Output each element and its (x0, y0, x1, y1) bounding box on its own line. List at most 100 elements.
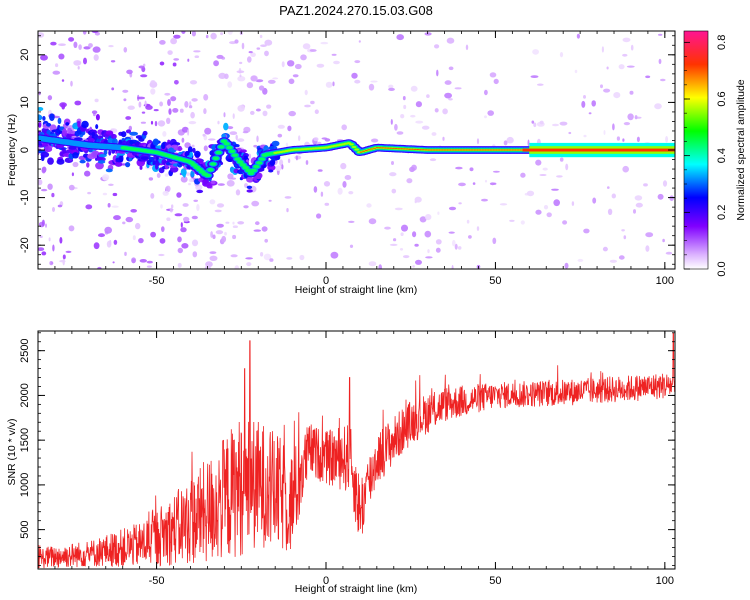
heatmap-cell (266, 104, 272, 109)
heatmap-cell (481, 149, 485, 151)
heatmap-cell (636, 136, 640, 142)
heatmap-cell (634, 115, 638, 120)
heatmap-cell (408, 148, 412, 150)
heatmap-cell (622, 53, 628, 57)
heatmap-cells (38, 31, 675, 269)
heatmap-cell (228, 149, 236, 154)
heatmap-cell (57, 117, 62, 125)
heatmap-cell (230, 254, 238, 258)
heatmap-cell (419, 216, 427, 223)
heatmap-cell (125, 116, 132, 120)
heatmap-cell (400, 148, 404, 150)
heatmap-cell (236, 138, 245, 142)
heatmap-cell (532, 49, 539, 55)
heatmap-cell (623, 235, 627, 240)
heatmap-cell (47, 157, 54, 165)
heatmap-cell (138, 65, 145, 69)
heatmap-cell (448, 231, 455, 234)
heatmap-cell (227, 31, 233, 35)
heatmap-cell (129, 131, 139, 136)
heatmap-cell (223, 112, 226, 118)
heatmap-cell (611, 193, 616, 199)
heatmap-cell (210, 180, 216, 185)
heatmap-cell (348, 220, 355, 223)
heatmap-cell (140, 121, 146, 124)
heatmap-cell (188, 105, 193, 109)
heatmap-cell (174, 80, 179, 85)
heatmap-cell (196, 189, 204, 194)
heatmap-cell (458, 182, 466, 187)
heatmap-cell (458, 202, 462, 205)
heatmap-cell (443, 149, 447, 151)
heatmap-cell (68, 225, 75, 232)
heatmap-cell (139, 165, 143, 170)
heatmap-cell (182, 171, 186, 178)
heatmap-cell (304, 89, 308, 96)
heatmap-cell (662, 238, 665, 243)
heatmap-cell (137, 96, 146, 100)
heatmap-cell (140, 156, 149, 160)
heatmap-cell (446, 149, 450, 151)
heatmap-cell (49, 261, 53, 266)
heatmap-cell (180, 227, 187, 233)
heatmap-cell (362, 150, 366, 152)
heatmap-cell (166, 217, 171, 221)
heatmap-cell (271, 140, 280, 147)
heatmap-cell (503, 149, 507, 151)
heatmap-cell (314, 109, 319, 114)
heatmap-cell (209, 255, 218, 261)
heatmap-cell (124, 251, 127, 256)
heatmap-cell (72, 152, 79, 159)
heatmap-cell (331, 53, 337, 56)
heatmap-cell (230, 177, 236, 180)
heatmap-cell (424, 32, 432, 36)
heatmap-cell (462, 149, 466, 151)
heatmap-cell (247, 56, 252, 63)
heatmap-cell (333, 60, 340, 65)
heatmap-cell (204, 127, 212, 135)
heatmap-cell (170, 37, 178, 45)
heatmap-cell (138, 238, 144, 244)
y-tick-label: 2500 (19, 338, 31, 362)
heatmap-cell (41, 188, 48, 192)
heatmap-cell (220, 32, 224, 36)
heatmap-cell (209, 199, 216, 205)
heatmap-cell (427, 249, 430, 254)
heatmap-cell (397, 148, 401, 150)
heatmap-cell (472, 182, 476, 185)
heatmap-cell (337, 187, 343, 195)
heatmap-cell (468, 235, 472, 239)
heatmap-cell (456, 149, 461, 151)
heatmap-cell (166, 117, 171, 125)
heatmap-cell (162, 131, 167, 137)
heatmap-cell (231, 153, 239, 157)
heatmap-cell (281, 61, 285, 68)
heatmap-cell (662, 180, 668, 187)
heatmap-cell (635, 202, 643, 208)
heatmap-cell (375, 147, 379, 149)
heatmap-cell (669, 195, 674, 201)
heatmap-cell (626, 65, 635, 68)
heatmap-cell (633, 209, 636, 214)
x-tick-label: -50 (149, 275, 165, 287)
colorbar-tick-label: 0.2 (716, 205, 728, 220)
heatmap-cell (83, 46, 91, 50)
heatmap-cell (46, 122, 52, 127)
heatmap-cell (645, 245, 650, 252)
heatmap-cell (354, 148, 360, 151)
heatmap-cell (167, 50, 173, 55)
heatmap-cell (294, 63, 302, 70)
heatmap-cell (253, 144, 258, 148)
heatmap-cell (324, 202, 330, 206)
heatmap-cell (110, 60, 116, 63)
heatmap-cell (622, 138, 625, 142)
heatmap-cell (435, 149, 439, 151)
heatmap-cell (432, 149, 436, 151)
colorbar-tick-label: 0.8 (716, 35, 728, 50)
heatmap-cell (78, 44, 82, 50)
heatmap-cell (470, 149, 474, 151)
heatmap-cell (232, 234, 237, 240)
heatmap-cell (320, 191, 324, 197)
colorbar-gradient (683, 30, 709, 270)
